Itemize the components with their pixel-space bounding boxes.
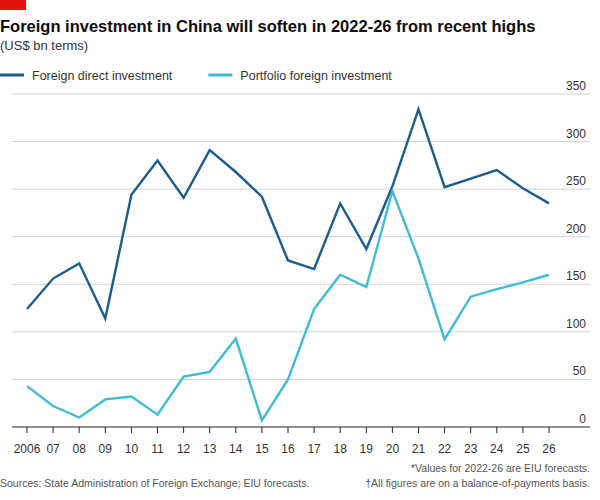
x-tick xyxy=(183,427,184,433)
legend-swatch xyxy=(208,74,232,77)
source: Sources: State Administration of Foreign… xyxy=(0,477,309,489)
x-tick-label: 13 xyxy=(203,442,217,456)
x-tick xyxy=(261,427,262,433)
y-tick-label: 350 xyxy=(566,79,586,93)
x-tick-label: 08 xyxy=(73,442,87,456)
note: *Values for 2022-26 are EIU forecasts. xyxy=(411,462,590,474)
grid-line xyxy=(12,141,590,142)
x-tick-label: 15 xyxy=(255,442,269,456)
x-tick xyxy=(27,427,28,433)
x-tick xyxy=(444,427,445,433)
x-tick-label: 26 xyxy=(542,442,556,456)
x-tick-label: 2006 xyxy=(14,442,41,456)
y-tick-label: 0 xyxy=(579,412,586,426)
x-tick xyxy=(157,427,158,433)
grid-line xyxy=(12,189,590,190)
y-tick-label: 100 xyxy=(566,317,586,331)
x-tick-label: 09 xyxy=(99,442,113,456)
x-tick xyxy=(392,427,393,433)
x-tick-label: 20 xyxy=(386,442,400,456)
series-line xyxy=(27,191,549,420)
grid-line xyxy=(12,331,590,332)
x-tick-label: 21 xyxy=(412,442,426,456)
x-tick xyxy=(53,427,54,433)
grid-line xyxy=(12,379,590,380)
chart: Foreign investment in China will soften … xyxy=(0,0,600,500)
x-tick xyxy=(549,427,550,433)
x-tick-label: 24 xyxy=(490,442,504,456)
x-tick-label: 16 xyxy=(281,442,295,456)
x-tick-label: 10 xyxy=(125,442,139,456)
x-tick xyxy=(79,427,80,433)
y-tick-label: 250 xyxy=(566,174,586,188)
y-tick-label: 50 xyxy=(573,364,587,378)
x-tick-label: 23 xyxy=(464,442,478,456)
x-tick xyxy=(366,427,367,433)
title: Foreign investment in China will soften … xyxy=(0,17,535,35)
x-tick xyxy=(418,427,419,433)
series-group xyxy=(27,109,549,420)
legend-swatch xyxy=(0,74,24,77)
x-tick-label: 12 xyxy=(177,442,191,456)
x-tick xyxy=(522,427,523,433)
x-tick-label: 18 xyxy=(334,442,348,456)
legend-label: Portfolio foreign investment xyxy=(240,69,392,83)
x-axis xyxy=(12,427,590,428)
x-tick-label: 17 xyxy=(307,442,321,456)
x-tick xyxy=(340,427,341,433)
x-tick-label: 19 xyxy=(360,442,374,456)
x-tick xyxy=(209,427,210,433)
x-tick xyxy=(288,427,289,433)
x-tick xyxy=(131,427,132,433)
y-tick-label: 200 xyxy=(566,222,586,236)
subtitle: (US$ bn terms) xyxy=(0,38,88,53)
legend-label: Foreign direct investment xyxy=(32,69,173,83)
grid-line xyxy=(12,236,590,237)
grid-line xyxy=(12,94,590,95)
x-tick xyxy=(235,427,236,433)
x-tick xyxy=(470,427,471,433)
y-tick-label: 150 xyxy=(566,269,586,283)
x-tick-label: 25 xyxy=(516,442,530,456)
y-tick-label: 300 xyxy=(566,127,586,141)
brand-tag xyxy=(0,0,26,10)
x-tick xyxy=(105,427,106,433)
x-tick-label: 22 xyxy=(438,442,452,456)
x-tick xyxy=(314,427,315,433)
grid-line xyxy=(12,284,590,285)
series-line xyxy=(27,109,549,318)
x-tick-label: 14 xyxy=(229,442,243,456)
x-tick-label: 07 xyxy=(46,442,60,456)
note: †All figures are on a balance-of-payment… xyxy=(365,477,590,489)
x-tick-label: 11 xyxy=(151,442,164,456)
x-tick xyxy=(496,427,497,433)
